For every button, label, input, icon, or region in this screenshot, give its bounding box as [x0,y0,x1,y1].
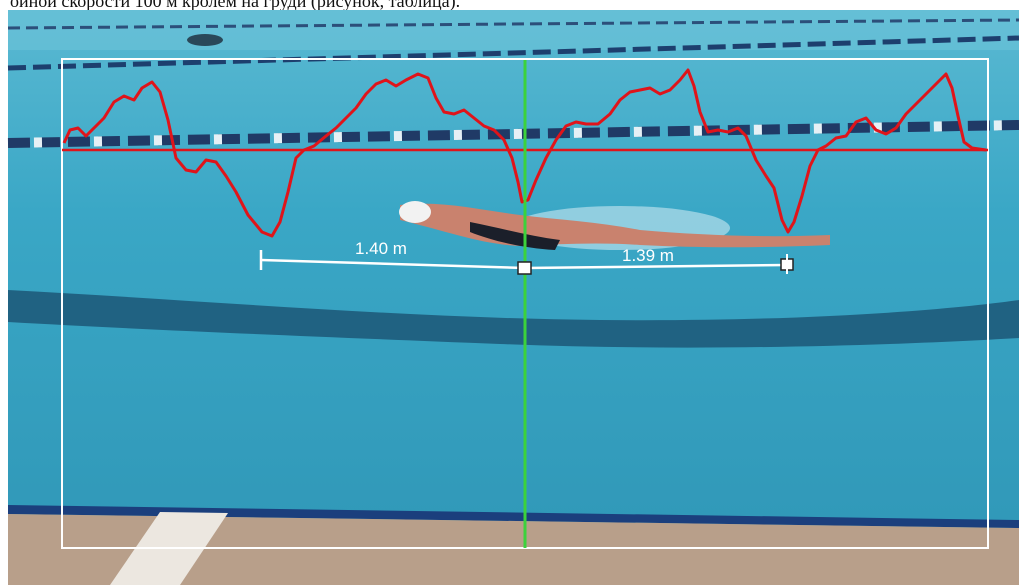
lane-rope-upper [7,35,1019,71]
measure-handle-center[interactable] [517,261,532,275]
stroke-length-left-label: 1.40 m [355,239,407,258]
pool-deck [8,514,1019,585]
swimmer-far [187,34,223,46]
pool-water [8,10,1019,585]
caption-text: ойной скорости 100 м кролем на груди (ри… [10,0,461,11]
stroke-length-right-label: 1.39 m [622,246,674,265]
lane-rope-far [7,18,1019,30]
velocity-curve [62,68,987,238]
lane-stripe [8,290,1019,348]
swimmer-main [399,201,830,250]
pool-scene [7,10,1019,585]
stroke-length-right: 1.39 m [524,246,788,270]
stroke-length-left: 1.40 m [259,239,526,270]
pool-edge [8,505,1019,528]
